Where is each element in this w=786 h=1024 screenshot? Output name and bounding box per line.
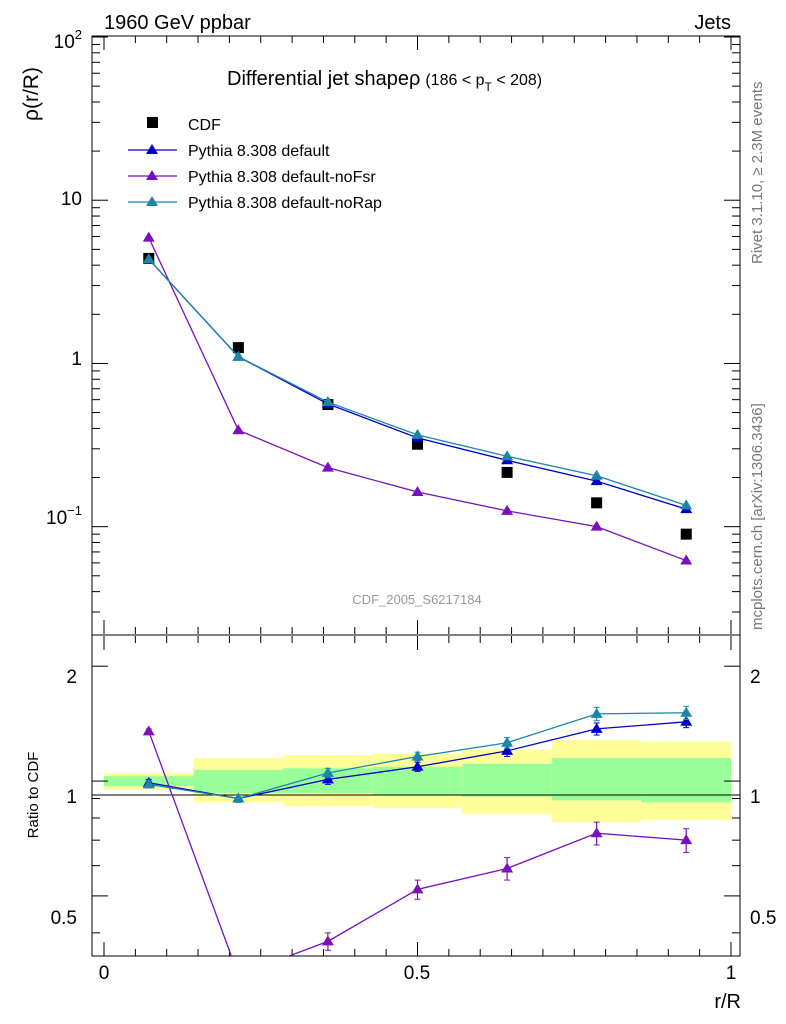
legend-label-nofsr: Pythia 8.308 default-noFsr (188, 169, 376, 186)
noFsr-point-0 (142, 231, 155, 242)
band-inner-6 (641, 757, 731, 803)
noRap-ratio-point-6 (680, 706, 693, 717)
default-point-5 (590, 475, 603, 486)
default-ratio-point-5 (590, 722, 603, 733)
default-ratio-point-6 (680, 715, 693, 726)
band-inner-5 (551, 757, 642, 801)
noRap-point-4 (501, 450, 514, 461)
mcplots-reference-label: mcplots.cern.ch [arXiv:1306.3436] (749, 403, 766, 630)
header-process-label: Jets (694, 12, 731, 34)
band-inner-1 (193, 769, 284, 794)
ratio-panel-data (142, 705, 693, 979)
noRap-point-6 (680, 499, 693, 510)
cdf-point-5 (591, 497, 603, 509)
noRap-ratio-point-1 (232, 792, 245, 803)
noFsr-ratio-point-2 (321, 935, 334, 946)
noFsr-point-2 (321, 461, 334, 472)
x-axis-label: r/R (714, 991, 741, 1013)
ratio-y-tick-label-2-right: 2 (750, 667, 761, 688)
legend-marker-default (146, 144, 158, 154)
legend-marker-cdf (147, 117, 158, 128)
band-inner-4 (462, 763, 552, 797)
x-tick-label-0.5: 0.5 (404, 963, 430, 984)
legend-marker-norap (146, 196, 158, 206)
y-tick-label-10: 10 (61, 189, 82, 210)
noRap-ratio-point-4 (501, 736, 514, 747)
cdf-point-6 (680, 528, 692, 540)
x-tick-label-1: 1 (726, 963, 737, 984)
legend-label-cdf: CDF (188, 117, 221, 134)
y-tick-label-1: 1 (71, 349, 82, 370)
header-energy-label: 1960 GeV ppbar (104, 12, 251, 34)
noFsr-ratio-point-0 (142, 725, 155, 736)
top-panel-data (142, 231, 693, 565)
noFsr-ratio-point-3 (411, 883, 424, 894)
noFsr-line (148, 237, 687, 562)
rivet-version-label: Rivet 3.1.10, ≥ 2.3M events (749, 82, 766, 265)
ratio-y-tick-label-0.5-right: 0.5 (750, 908, 776, 929)
axis-ticks (92, 36, 740, 956)
cdf-point-3 (412, 438, 423, 450)
y-tick-label-0.1: 10−1 (46, 503, 82, 529)
default-ratio-point-2 (321, 773, 334, 784)
noFsr-point-5 (590, 520, 603, 531)
ratio-y-tick-label-2: 2 (66, 667, 77, 688)
noFsr-point-6 (680, 554, 693, 565)
plot-title: Differential jet shapeρ (186 < pT < 208) (227, 68, 542, 94)
noRap-point-0 (142, 253, 155, 264)
noRap-ratio-point-0 (142, 778, 155, 789)
noFsr-point-1 (232, 424, 245, 435)
cdf-point-4 (501, 466, 513, 478)
noFsr-point-4 (501, 504, 514, 515)
ratio-clipped-group (142, 705, 693, 979)
y-tick-label-100: 102 (54, 27, 82, 53)
noRap-point-5 (590, 469, 603, 480)
analysis-watermark: CDF_2005_S6217184 (352, 592, 481, 607)
noRap-ratio-point-3 (411, 750, 424, 761)
legend: CDF Pythia 8.308 default Pythia 8.308 de… (128, 117, 382, 212)
ratio-y-tick-label-0.5: 0.5 (51, 908, 77, 929)
noRap-ratio-point-2 (321, 766, 334, 777)
noFsr-ratio-point-6 (680, 834, 693, 845)
noFsr-point-3 (411, 486, 424, 497)
legend-label-default: Pythia 8.308 default (188, 143, 330, 160)
x-tick-label-0: 0 (99, 963, 110, 984)
ratio-y-tick-label-1: 1 (66, 787, 77, 808)
noRap-point-2 (321, 396, 334, 407)
legend-marker-nofsr (146, 170, 158, 180)
y-axis-label-ratio: Ratio to CDF (25, 752, 42, 839)
noFsr-ratio-point-5 (590, 827, 603, 838)
noFsr-ratio-point-1 (232, 969, 244, 979)
noRap-ratio-point-5 (590, 707, 603, 718)
noRap-line (148, 258, 687, 507)
noRap-point-3 (411, 428, 424, 439)
cdf-point-1 (232, 342, 244, 354)
legend-label-norap: Pythia 8.308 default-noRap (188, 195, 382, 212)
noRap-point-1 (232, 350, 245, 361)
y-axis-label-top: ρ(r/R) (20, 67, 43, 121)
ratio-y-tick-label-1-right: 1 (750, 787, 761, 808)
default-ratio-point-4 (501, 744, 514, 755)
default-ratio-point-3 (411, 760, 424, 771)
default-line (148, 258, 687, 510)
noFsr-ratio-point-4 (501, 862, 514, 873)
